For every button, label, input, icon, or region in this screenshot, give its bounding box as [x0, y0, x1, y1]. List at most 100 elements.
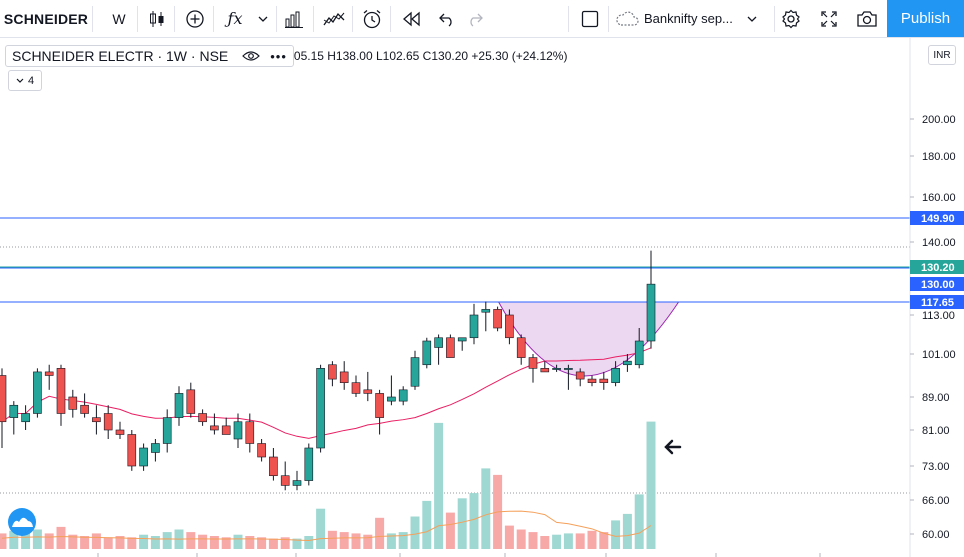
symbol-legend-box[interactable]: SCHNEIDER ELECTR · 1W · NSE •••	[5, 45, 294, 67]
volume-bar	[434, 422, 444, 549]
volume-bar	[103, 537, 113, 549]
candle-body	[68, 396, 78, 410]
volume-bar	[233, 534, 243, 549]
candle-body	[634, 340, 644, 366]
indicators-collapse-button[interactable]: 4	[8, 70, 42, 91]
volume-bar	[504, 525, 514, 549]
toolbar-divider	[92, 6, 93, 32]
candle-body	[564, 368, 573, 370]
alert-button[interactable]	[358, 0, 386, 37]
toolbar-divider	[213, 6, 214, 32]
candle-body	[646, 283, 656, 342]
volume-bar	[139, 534, 149, 549]
arrow-left-icon	[664, 439, 682, 455]
volume-bar	[563, 533, 573, 549]
replay-button[interactable]	[397, 0, 425, 37]
ohlc-values: 05.15 H138.00 L102.65 C130.20 +25.30 (+2…	[293, 49, 568, 63]
volume-bar	[611, 520, 621, 549]
price-axis-label: 140.00	[922, 237, 956, 249]
volume-bar	[634, 494, 644, 549]
top-toolbar: SCHNEIDER W ƒx	[0, 0, 964, 38]
volume-bar	[327, 530, 337, 549]
layout-name-button[interactable]: Banknifty sep...	[614, 0, 774, 37]
volume-ma-line	[1, 510, 652, 541]
candle-body	[481, 309, 491, 313]
toolbar-divider	[568, 6, 569, 32]
layout-button[interactable]	[576, 0, 604, 37]
candle-body	[269, 456, 278, 477]
candle-body	[611, 368, 620, 383]
tradingview-logo-icon	[12, 517, 33, 527]
candle-body	[245, 421, 255, 444]
toolbar-divider	[390, 6, 391, 32]
volume-bar	[56, 526, 66, 549]
volume-bar	[162, 532, 172, 549]
candle-body	[493, 309, 502, 329]
candle-body	[257, 443, 266, 458]
candle-body	[221, 425, 231, 435]
interval-button[interactable]: W	[112, 10, 126, 27]
volume-bar	[516, 529, 526, 549]
snapshot-button[interactable]	[853, 0, 881, 37]
candle-body	[375, 393, 384, 418]
volume-bar	[91, 533, 101, 549]
gear-icon	[782, 9, 800, 28]
chart-type-button[interactable]	[143, 0, 171, 37]
candles-icon	[150, 10, 164, 27]
candle-body	[186, 389, 196, 414]
candle-body	[457, 337, 467, 342]
redo-button[interactable]	[462, 0, 488, 37]
candle-body	[398, 389, 408, 402]
settings-button[interactable]	[777, 0, 805, 37]
fullscreen-button[interactable]	[815, 0, 843, 37]
chevron-down-icon	[747, 16, 757, 22]
candle-body	[552, 368, 561, 370]
volume-bar	[457, 498, 467, 549]
financials-button[interactable]	[281, 0, 307, 37]
publish-button[interactable]: Publish	[887, 0, 964, 37]
indicators-dropdown[interactable]	[252, 0, 274, 37]
price-axis-label: 89.00	[922, 392, 950, 404]
volume-bar	[304, 536, 314, 549]
volume-bar	[127, 537, 137, 549]
candle-body	[623, 360, 632, 366]
price-line-label: 130.20	[921, 262, 955, 274]
volume-bar	[398, 532, 408, 549]
volume-bar	[68, 534, 78, 549]
candle-body	[21, 413, 30, 423]
eye-icon[interactable]	[242, 50, 261, 62]
add-indicator-button[interactable]	[181, 0, 209, 37]
price-axis-label: 66.00	[922, 495, 950, 507]
indicators-button[interactable]: ƒx	[222, 0, 248, 37]
candle-body	[587, 378, 597, 383]
volume-bar	[9, 530, 19, 549]
volume-bar	[21, 532, 31, 549]
toolbar-divider	[313, 6, 314, 32]
more-icon[interactable]: •••	[270, 48, 287, 64]
undo-icon	[439, 13, 452, 27]
volume-bar	[245, 536, 255, 549]
compare-button[interactable]	[320, 0, 348, 37]
indicators-icon: ƒx	[227, 9, 243, 28]
volume-bar	[422, 500, 432, 549]
layout-name: Banknifty sep...	[644, 11, 733, 26]
expand-icon	[821, 10, 837, 27]
undo-button[interactable]	[434, 0, 460, 37]
candle-body	[304, 447, 314, 481]
camera-icon	[857, 10, 877, 27]
price-axis-label: 160.00	[922, 192, 956, 204]
redo-icon	[470, 13, 483, 27]
chevron-down-icon	[16, 78, 24, 83]
volume-bar	[575, 533, 585, 549]
volume-bar	[198, 534, 208, 549]
candle-body	[599, 378, 609, 383]
volume-bar	[316, 508, 326, 549]
candle-body	[363, 389, 373, 394]
volume-bar	[587, 530, 597, 549]
price-chart[interactable]: 200.00 180.00 160.00 140.00 113.00 101.00 89.0…	[0, 38, 964, 557]
candle-body	[575, 371, 585, 380]
toolbar-divider	[276, 6, 277, 32]
candle-body	[540, 368, 550, 373]
currency-badge[interactable]: INR	[928, 45, 956, 65]
symbol-search-button[interactable]: SCHNEIDER	[3, 10, 89, 27]
